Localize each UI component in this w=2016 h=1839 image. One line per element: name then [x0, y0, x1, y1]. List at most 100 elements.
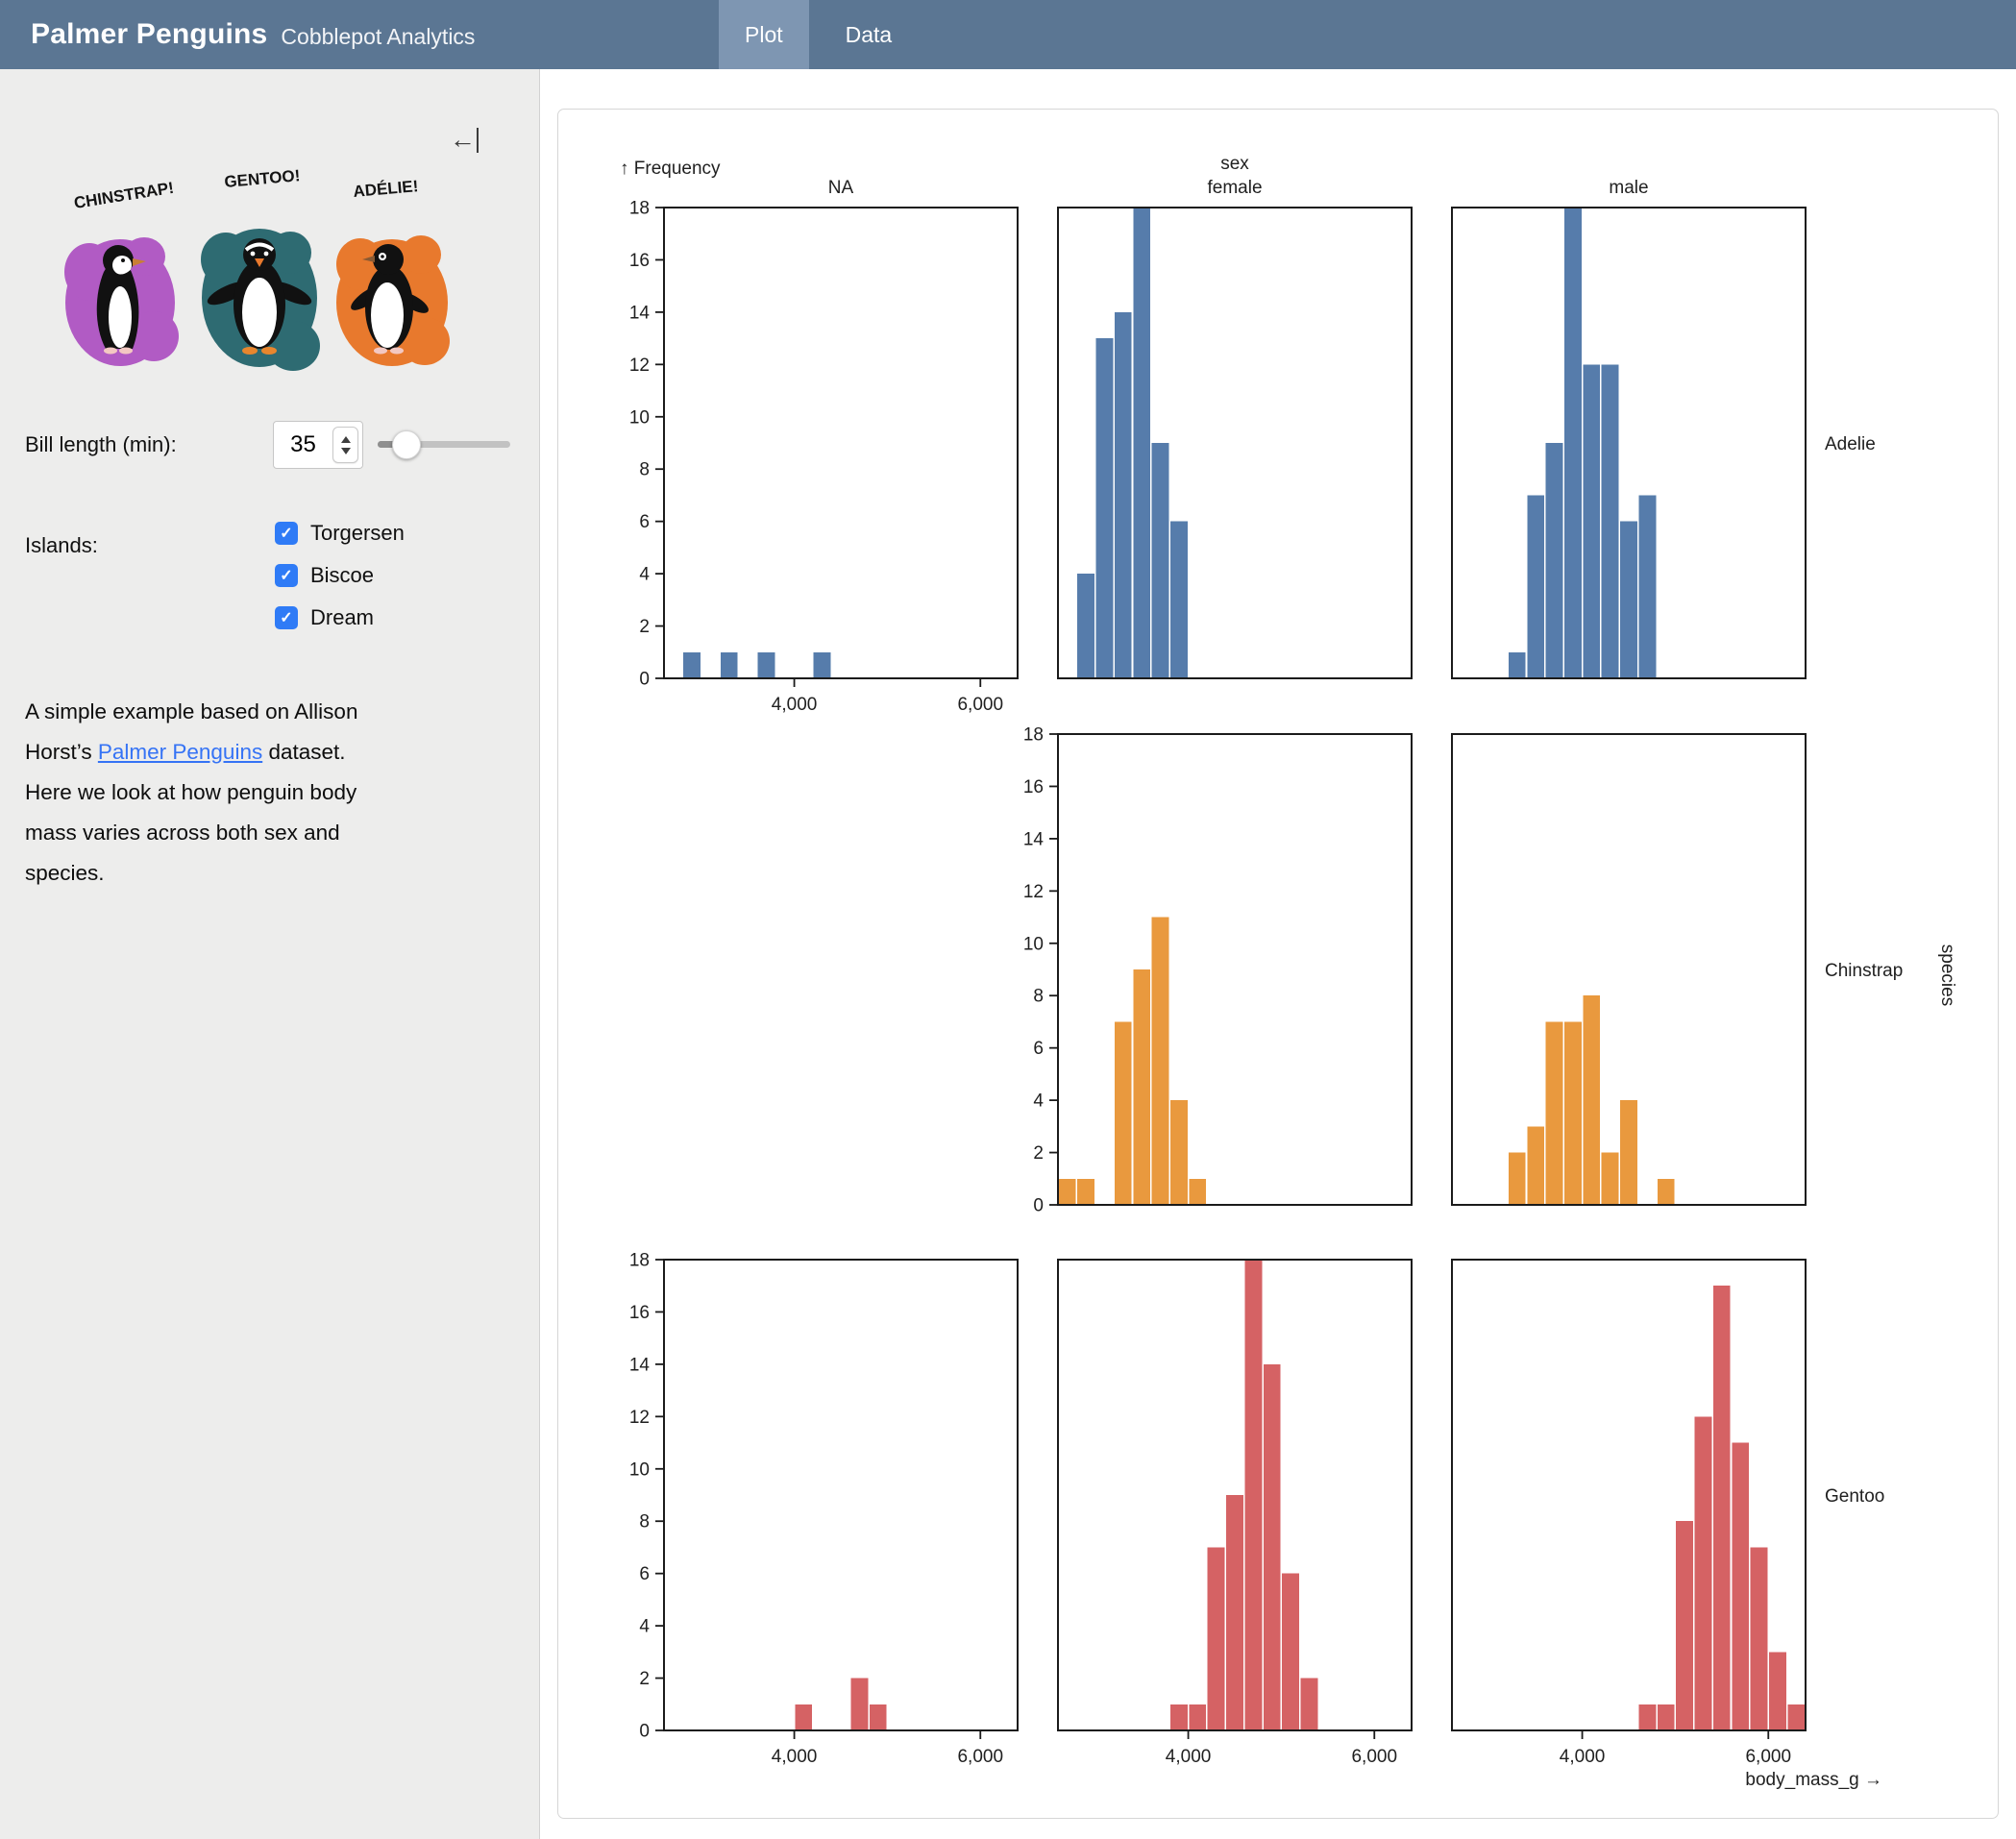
- histogram-bar: [850, 1678, 869, 1730]
- app-header: Palmer Penguins Cobblepot Analytics Plot…: [0, 0, 2016, 69]
- y-axis-tick-label: 14: [629, 303, 651, 323]
- app-subtitle: Cobblepot Analytics: [281, 23, 476, 49]
- facet-frame: [1451, 733, 1807, 1206]
- histogram-bar: [1244, 1260, 1263, 1730]
- histogram-bar: [1583, 995, 1601, 1205]
- y-axis-tick-label: 4: [1033, 1091, 1044, 1112]
- histogram-bar: [1769, 1652, 1786, 1730]
- histogram-bar: [1077, 1178, 1094, 1205]
- histogram-bar: [1170, 521, 1188, 678]
- histogram-bar: [757, 651, 775, 678]
- bill-length-slider[interactable]: [378, 430, 510, 459]
- stepper-up-icon[interactable]: [340, 435, 351, 443]
- y-axis-tick-label: 12: [629, 356, 650, 376]
- facet-frame: [663, 207, 1019, 679]
- histogram-bar: [720, 651, 738, 678]
- x-axis-tick-label: 6,000: [957, 695, 1003, 715]
- histogram-bar: [1750, 1547, 1768, 1730]
- x-axis-tick-label: 6,000: [1351, 1747, 1397, 1767]
- checkbox-torgersen[interactable]: ✓: [275, 522, 298, 545]
- histogram-bar: [795, 1704, 813, 1730]
- checkbox-torgersen-label: Torgersen: [310, 521, 405, 545]
- y-axis-tick-label: 4: [639, 1617, 650, 1637]
- histogram-bar: [1638, 495, 1657, 678]
- histogram-bar: [813, 651, 831, 678]
- tab-bar: Plot Data: [719, 0, 918, 69]
- species-axis-label: species: [1937, 944, 1957, 1006]
- body-mass-axis-label: body_mass_g →: [1745, 1770, 1882, 1790]
- stepper-icon[interactable]: [332, 427, 358, 463]
- checkbox-dream[interactable]: ✓: [275, 606, 298, 629]
- tab-data[interactable]: Data: [845, 21, 893, 47]
- histogram-bar: [1601, 364, 1619, 678]
- histogram-bar: [1545, 443, 1563, 678]
- facet-frame: [1057, 1259, 1413, 1731]
- y-axis-tick-label: 2: [1033, 1143, 1044, 1164]
- y-axis-tick-label: 16: [629, 251, 650, 271]
- histogram-bar: [1189, 1704, 1207, 1730]
- left-arrow-icon: ←: [450, 125, 476, 154]
- facet-frame: [1057, 733, 1413, 1206]
- chinstrap-artwork-label: CHINSTRAP!: [73, 179, 176, 212]
- histogram-bar: [1189, 1178, 1207, 1205]
- y-axis-tick-label: 6: [639, 1564, 650, 1584]
- chinstrap-penguin: [96, 245, 146, 355]
- histogram-bar: [1508, 1152, 1526, 1205]
- description-line2-pre: Horst’s: [25, 739, 98, 764]
- histogram-bar: [1564, 1021, 1582, 1205]
- histogram-bar: [1077, 574, 1094, 678]
- y-axis-tick-label: 12: [629, 1408, 650, 1428]
- y-axis-tick-label: 14: [629, 1355, 651, 1375]
- histogram-bar: [1300, 1678, 1318, 1730]
- checkbox-biscoe[interactable]: ✓: [275, 564, 298, 587]
- facet-column-header: female: [1207, 178, 1262, 198]
- facet-row-label: Gentoo: [1825, 1486, 1884, 1507]
- facet-frame: [1451, 207, 1807, 679]
- histogram-bar: [1508, 651, 1526, 678]
- y-axis-tick-label: 14: [1023, 829, 1045, 849]
- histogram-bar: [1151, 443, 1169, 678]
- y-axis-tick-label: 2: [639, 1669, 650, 1689]
- island-option-biscoe: ✓ Biscoe: [275, 563, 374, 588]
- facet-frame: [1451, 1259, 1807, 1731]
- y-axis-tick-label: 12: [1023, 882, 1044, 902]
- facet-frame: [1057, 207, 1413, 679]
- y-axis-tick-label: 8: [1033, 987, 1044, 1007]
- slider-thumb[interactable]: [392, 430, 421, 459]
- y-axis-tick-label: 16: [629, 1303, 650, 1323]
- stepper-down-icon[interactable]: [340, 447, 351, 454]
- histogram-bar: [1657, 1704, 1675, 1730]
- y-axis-tick-label: 6: [639, 512, 650, 532]
- y-axis-tick-label: 10: [629, 407, 650, 428]
- sidebar-collapse-button[interactable]: ←: [450, 125, 479, 155]
- gentoo-artwork-label: GENTOO!: [224, 166, 301, 191]
- bill-length-label: Bill length (min):: [25, 432, 177, 456]
- histogram-bar: [1207, 1547, 1225, 1730]
- histogram-bar: [1527, 1126, 1545, 1205]
- slider-track[interactable]: [378, 441, 510, 448]
- tab-plot[interactable]: Plot: [719, 0, 809, 69]
- histogram-bar: [1095, 338, 1114, 678]
- histogram-bar: [1712, 1286, 1731, 1730]
- bill-length-input[interactable]: 35: [273, 421, 363, 469]
- histogram-bar: [1226, 1495, 1243, 1730]
- histogram-bar: [1170, 1704, 1188, 1730]
- y-axis-tick-label: 6: [1033, 1039, 1044, 1059]
- histogram-bar: [1133, 969, 1151, 1205]
- palmer-penguins-link[interactable]: Palmer Penguins: [97, 739, 263, 764]
- x-axis-tick-label: 6,000: [957, 1747, 1003, 1767]
- facet-column-super-header: sex: [1220, 154, 1249, 174]
- y-axis-tick-label: 0: [1033, 1196, 1044, 1216]
- y-axis-tick-label: 18: [1023, 725, 1044, 746]
- histogram-bar: [1545, 1021, 1563, 1205]
- collapse-bar-icon: [477, 127, 479, 153]
- histogram-bar: [1694, 1416, 1712, 1730]
- histogram-bar: [683, 651, 701, 678]
- x-axis-tick-label: 6,000: [1745, 1747, 1791, 1767]
- histogram-bar: [1638, 1704, 1657, 1730]
- histogram-bar: [1058, 1178, 1076, 1205]
- histogram-bar: [1282, 1573, 1299, 1730]
- y-axis-tick-label: 4: [639, 565, 650, 585]
- histogram-bar: [1114, 311, 1132, 678]
- histogram-bar: [1133, 208, 1151, 678]
